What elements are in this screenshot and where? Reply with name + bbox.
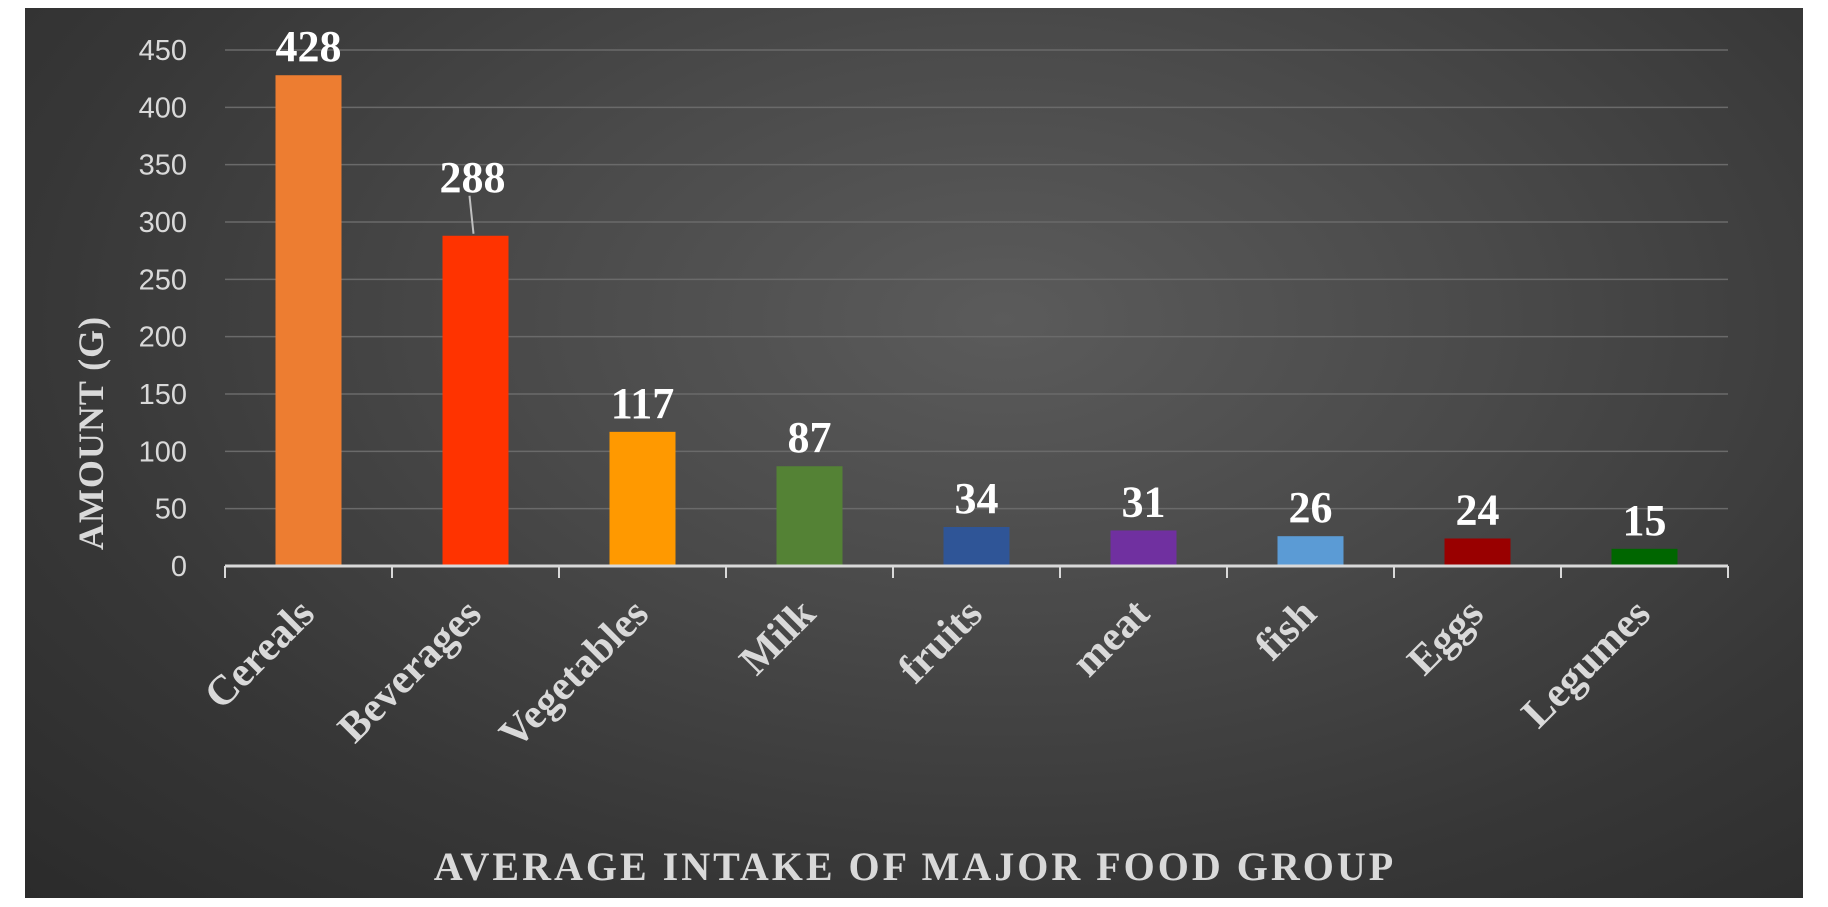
y-tick-label: 0 <box>171 551 187 583</box>
data-label: 117 <box>611 379 675 428</box>
category-label: Cereals <box>196 591 324 719</box>
data-label: 24 <box>1456 485 1500 534</box>
y-tick-label: 100 <box>139 436 187 468</box>
y-tick-label: 450 <box>139 35 187 67</box>
data-label: 428 <box>276 22 342 71</box>
data-label: 31 <box>1122 477 1166 526</box>
category-label: fish <box>1247 591 1326 670</box>
y-tick-label: 350 <box>139 150 187 182</box>
category-label: Legumes <box>1513 591 1659 737</box>
y-tick-label: 150 <box>139 379 187 411</box>
y-axis-title: AMOUNT (G) <box>71 316 111 550</box>
x-axis <box>224 564 1729 578</box>
data-label: 288 <box>440 153 506 202</box>
x-axis-title: AVERAGE INTAKE OF MAJOR FOOD GROUP <box>434 844 1396 889</box>
bar-chart: 0 50 100 150 200 250 300 350 400 450 428 288 117 87 3… <box>71 22 1729 889</box>
y-tick-label: 400 <box>139 92 187 124</box>
bar <box>609 431 676 566</box>
data-label: 26 <box>1289 483 1333 532</box>
bar <box>1277 536 1344 566</box>
chart-area: 0 50 100 150 200 250 300 350 400 450 428 288 117 87 3… <box>25 8 1803 898</box>
bar <box>442 235 509 566</box>
category-label: Eggs <box>1399 591 1493 685</box>
bar <box>1611 548 1678 566</box>
y-axis-ticks: 0 50 100 150 200 250 300 350 400 450 <box>139 35 187 583</box>
data-label: 15 <box>1623 496 1667 545</box>
bar <box>776 466 843 566</box>
y-tick-label: 250 <box>139 264 187 296</box>
category-label: Beverages <box>329 591 490 752</box>
data-labels: 428 288 117 87 34 31 26 24 15 <box>276 22 1667 545</box>
y-tick-label: 50 <box>155 494 187 526</box>
y-tick-label: 300 <box>139 207 187 239</box>
bar <box>1444 538 1511 566</box>
category-label: fruits <box>890 591 992 693</box>
data-label: 87 <box>788 413 832 462</box>
leader-line <box>468 195 475 234</box>
bars <box>275 75 1678 566</box>
bar <box>275 75 342 566</box>
category-label: meat <box>1063 591 1158 686</box>
y-tick-label: 200 <box>139 322 187 354</box>
category-label: Milk <box>731 590 825 684</box>
bar <box>943 527 1010 566</box>
category-labels: Cereals Beverages Vegetables Milk fruits meat… <box>196 590 1660 757</box>
data-label: 34 <box>955 474 999 523</box>
bar <box>1110 530 1177 566</box>
category-label: Vegetables <box>491 591 658 758</box>
